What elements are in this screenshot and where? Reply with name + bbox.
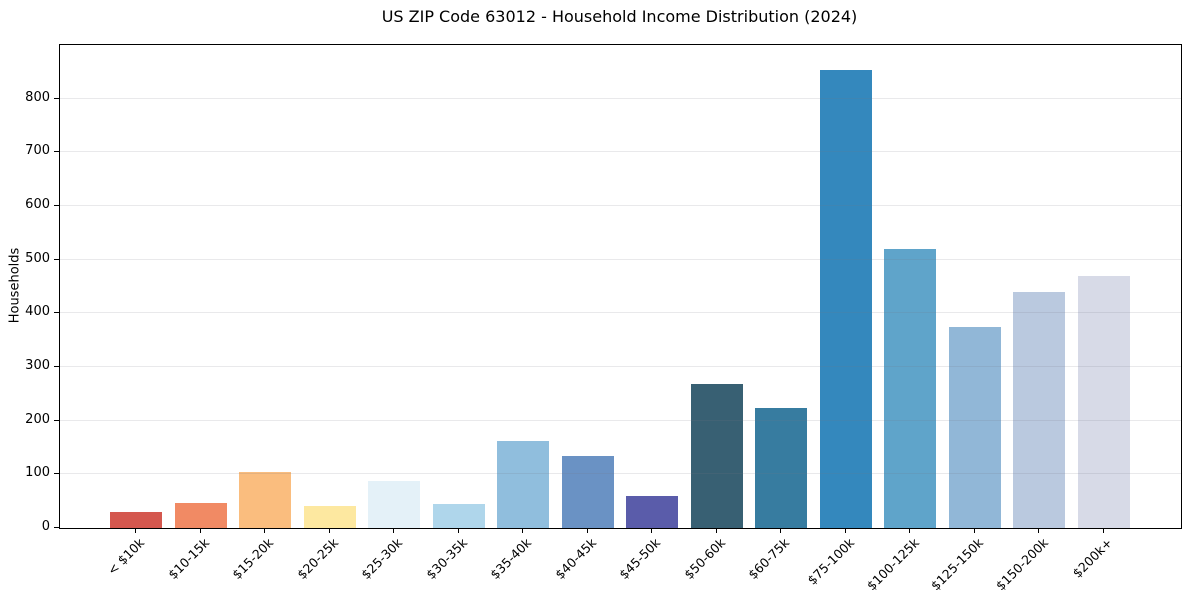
x-tick-label-0: < $10k	[104, 535, 148, 578]
x-tick-mark-5	[457, 528, 459, 533]
x-tick-mark-2	[264, 528, 265, 533]
y-tick-label-100: 100	[25, 465, 50, 481]
bar-$40-45k	[561, 456, 614, 528]
x-tick-label-3: $20-25k	[294, 535, 342, 583]
x-tick-mark-13	[973, 528, 975, 533]
x-tick-mark-9	[715, 528, 717, 533]
x-tick-label-8: $45-50k	[616, 535, 664, 583]
y-tick-label-600: 600	[25, 197, 50, 212]
x-tick-label-12: $100-125k	[863, 535, 922, 590]
bar-$150-200k	[1013, 292, 1065, 528]
x-tick-label-14: $150-200k	[992, 535, 1051, 590]
bar-$100-125k	[884, 249, 936, 528]
x-tick-mark-1	[199, 528, 201, 533]
y-tick-label-200: 200	[25, 411, 50, 427]
y-tick-mark-500	[54, 258, 59, 260]
x-tick-label-4: $25-30k	[358, 535, 406, 583]
bar-$45-50k	[626, 495, 678, 528]
x-tick-mark-11	[844, 528, 846, 533]
bar-< $10k	[110, 511, 162, 528]
bar-$25-30k	[368, 480, 420, 528]
y-tick-mark-800	[54, 97, 59, 99]
x-tick-mark-10	[780, 528, 781, 533]
bar-$200k+	[1077, 275, 1130, 528]
x-tick-label-5: $30-35k	[423, 535, 471, 583]
bar-$50-60k	[690, 384, 743, 528]
y-tick-mark-300	[54, 366, 59, 367]
y-tick-label-800: 800	[25, 89, 50, 105]
plot-area	[59, 44, 1182, 529]
y-tick-label-700: 700	[25, 143, 50, 159]
bar-$75-100k	[819, 70, 872, 528]
chart-title: US ZIP Code 63012 - Household Income Dis…	[381, 7, 858, 26]
x-tick-label-1: $10-15k	[165, 535, 213, 583]
y-axis-label: Households	[0, 44, 30, 527]
bar-$10-15k	[174, 503, 227, 528]
x-tick-mark-6	[522, 528, 523, 533]
y-tick-label-500: 500	[25, 250, 50, 266]
bar-$15-20k	[239, 471, 291, 528]
x-tick-label-7: $40-45k	[552, 535, 600, 583]
y-tick-label-0: 0	[41, 519, 50, 534]
bar-$60-75k	[755, 408, 807, 528]
y-tick-mark-200	[54, 419, 59, 421]
bar-$30-35k	[432, 504, 485, 528]
y-tick-label-400: 400	[25, 304, 50, 320]
bar-$35-40k	[497, 441, 549, 528]
x-tick-label-15: $200k+	[1069, 535, 1116, 581]
bar-$125-150k	[948, 327, 1001, 528]
y-tick-mark-600	[54, 205, 59, 206]
x-tick-mark-15	[1102, 528, 1104, 533]
x-tick-mark-0	[135, 528, 136, 533]
y-tick-mark-100	[54, 473, 59, 475]
x-tick-mark-3	[328, 528, 330, 533]
bars-layer	[60, 45, 1181, 528]
y-tick-mark-400	[54, 312, 59, 314]
bar-$20-25k	[303, 506, 356, 528]
y-tick-mark-700	[54, 151, 59, 153]
x-tick-label-6: $35-40k	[487, 535, 535, 583]
x-tick-mark-14	[1038, 528, 1039, 533]
x-tick-mark-12	[909, 528, 910, 533]
x-tick-label-2: $15-20k	[229, 535, 277, 583]
x-tick-label-10: $60-75k	[745, 535, 793, 583]
x-tick-label-11: $75-100k	[804, 535, 858, 588]
x-tick-mark-7	[586, 528, 588, 533]
x-tick-label-9: $50-60k	[681, 535, 729, 583]
x-tick-mark-4	[393, 528, 394, 533]
y-tick-label-300: 300	[25, 358, 50, 373]
x-tick-label-13: $125-150k	[927, 535, 987, 590]
y-tick-mark-0	[54, 527, 59, 528]
x-tick-mark-8	[651, 528, 652, 533]
